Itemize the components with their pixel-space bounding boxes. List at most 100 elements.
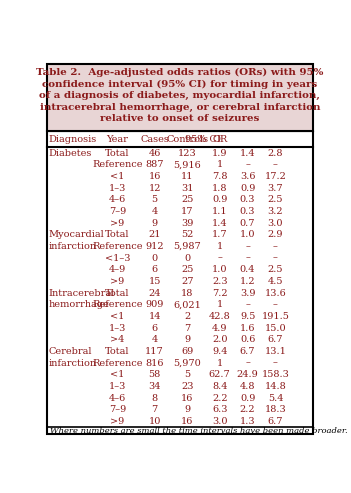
- Text: 3.9: 3.9: [240, 288, 255, 298]
- Text: 1.7: 1.7: [212, 230, 227, 239]
- Text: 3.7: 3.7: [268, 183, 283, 193]
- Text: >4: >4: [110, 335, 125, 344]
- Text: 0.9: 0.9: [212, 195, 227, 204]
- Text: 21: 21: [148, 230, 161, 239]
- Text: 13.1: 13.1: [265, 347, 286, 356]
- Text: Diagnosis: Diagnosis: [48, 135, 97, 144]
- Text: 2.8: 2.8: [268, 148, 283, 158]
- Text: 1–3: 1–3: [109, 324, 126, 333]
- Text: Total: Total: [105, 347, 130, 356]
- Text: 1.6: 1.6: [240, 324, 255, 333]
- Text: 15.0: 15.0: [265, 324, 286, 333]
- Text: <1: <1: [110, 370, 125, 379]
- Text: 0.3: 0.3: [240, 195, 255, 204]
- Text: Intracerebral: Intracerebral: [48, 288, 115, 298]
- Text: Diabetes: Diabetes: [48, 148, 92, 158]
- Text: 2.3: 2.3: [212, 277, 227, 286]
- Text: 0.4: 0.4: [240, 265, 255, 274]
- Text: infarction: infarction: [48, 242, 97, 251]
- Text: <1–3: <1–3: [105, 253, 130, 263]
- Text: 5: 5: [152, 195, 158, 204]
- Text: 912: 912: [145, 242, 164, 251]
- Text: 25: 25: [181, 265, 193, 274]
- Text: 14: 14: [148, 312, 161, 321]
- Text: Reference: Reference: [92, 300, 143, 309]
- Text: 9.4: 9.4: [212, 347, 227, 356]
- Text: 6.7: 6.7: [240, 347, 255, 356]
- Text: 1.4: 1.4: [240, 148, 256, 158]
- Text: 5: 5: [184, 370, 190, 379]
- Text: 6.7: 6.7: [268, 417, 283, 426]
- Text: 1.2: 1.2: [240, 277, 256, 286]
- Text: 4–6: 4–6: [109, 394, 126, 403]
- Text: 9: 9: [184, 335, 190, 344]
- Text: 5.4: 5.4: [268, 394, 283, 403]
- Text: 0: 0: [184, 253, 190, 263]
- Text: 4: 4: [152, 335, 158, 344]
- Text: 6,021: 6,021: [173, 300, 201, 309]
- Text: 5,970: 5,970: [173, 359, 201, 368]
- Text: 1: 1: [217, 359, 223, 368]
- Text: –: –: [273, 160, 278, 169]
- Text: 191.5: 191.5: [261, 312, 290, 321]
- Text: 5,916: 5,916: [173, 160, 201, 169]
- Text: 8: 8: [152, 394, 158, 403]
- Text: 52: 52: [181, 230, 193, 239]
- Text: 2.5: 2.5: [268, 195, 283, 204]
- Text: –: –: [245, 300, 250, 309]
- Text: Cerebral: Cerebral: [48, 347, 92, 356]
- Text: 4.8: 4.8: [240, 382, 255, 391]
- Text: 1.1: 1.1: [212, 207, 227, 216]
- Text: 10: 10: [148, 417, 161, 426]
- Text: 46: 46: [148, 148, 161, 158]
- Text: 6: 6: [152, 324, 158, 333]
- Text: 2.2: 2.2: [240, 405, 256, 415]
- Text: 4.5: 4.5: [268, 277, 283, 286]
- Text: 39: 39: [181, 218, 193, 228]
- Text: 5,987: 5,987: [173, 242, 201, 251]
- Text: 14.8: 14.8: [265, 382, 286, 391]
- Text: –: –: [245, 160, 250, 169]
- Text: 1.9: 1.9: [212, 148, 227, 158]
- Text: 3.2: 3.2: [268, 207, 283, 216]
- Text: 158.3: 158.3: [261, 370, 290, 379]
- Text: Table 2.  Age-adjusted odds ratios (ORs) with 95%
confidence interval (95% CI) f: Table 2. Age-adjusted odds ratios (ORs) …: [36, 68, 324, 123]
- Text: 123: 123: [178, 148, 197, 158]
- Text: 25: 25: [181, 195, 193, 204]
- Bar: [47, 64, 313, 131]
- Text: 1: 1: [217, 160, 223, 169]
- Text: >9: >9: [110, 277, 125, 286]
- Text: 17: 17: [181, 207, 193, 216]
- Text: 1.0: 1.0: [212, 265, 227, 274]
- Text: 0: 0: [152, 253, 158, 263]
- Text: Total: Total: [105, 230, 130, 239]
- Text: 16: 16: [148, 172, 161, 181]
- Text: 4–6: 4–6: [109, 195, 126, 204]
- Text: 1.3: 1.3: [240, 417, 256, 426]
- Text: 1: 1: [217, 300, 223, 309]
- Text: 16: 16: [181, 417, 193, 426]
- Text: 2: 2: [184, 312, 190, 321]
- Text: 7: 7: [152, 405, 158, 415]
- Text: 27: 27: [181, 277, 193, 286]
- Text: 1.0: 1.0: [240, 230, 255, 239]
- Text: –: –: [273, 253, 278, 263]
- Text: 2.2: 2.2: [212, 394, 227, 403]
- Text: 7–9: 7–9: [109, 405, 126, 415]
- Text: –: –: [245, 359, 250, 368]
- Text: –: –: [217, 253, 222, 263]
- Text: Reference: Reference: [92, 359, 143, 368]
- Text: 0.9: 0.9: [240, 183, 255, 193]
- Text: 7.2: 7.2: [212, 288, 227, 298]
- Text: 1: 1: [217, 242, 223, 251]
- Text: Where numbers are small the time intervals have been made broader.: Where numbers are small the time interva…: [50, 427, 347, 435]
- Text: 0.7: 0.7: [240, 218, 255, 228]
- Text: OR: OR: [212, 135, 227, 144]
- Text: Total: Total: [105, 148, 130, 158]
- Text: Year: Year: [107, 135, 128, 144]
- Text: Reference: Reference: [92, 242, 143, 251]
- Text: 2.0: 2.0: [212, 335, 227, 344]
- Text: 6.7: 6.7: [268, 335, 283, 344]
- Text: >9: >9: [110, 417, 125, 426]
- Text: 34: 34: [148, 382, 161, 391]
